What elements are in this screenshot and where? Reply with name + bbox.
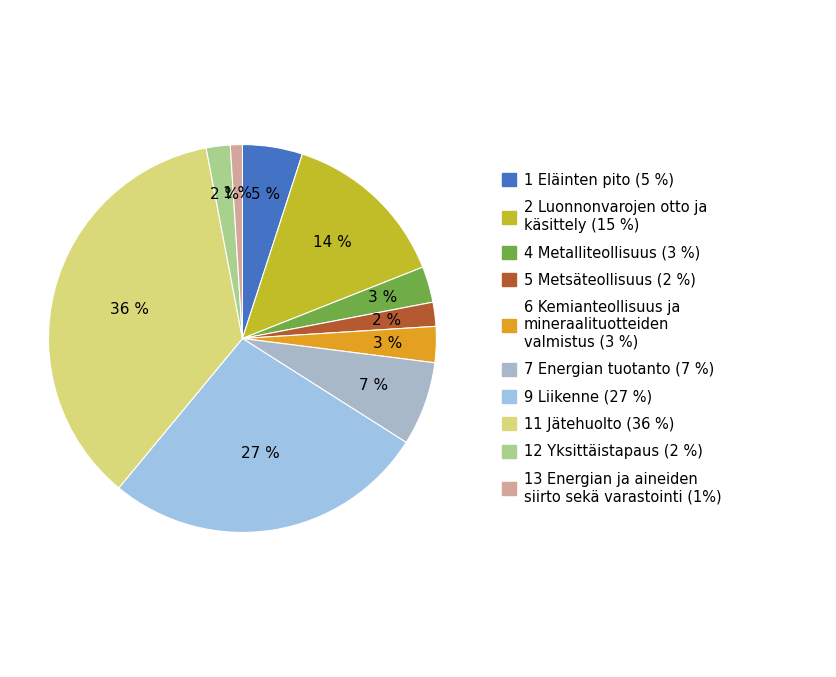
Wedge shape [242,145,303,338]
Text: 5 %: 5 % [251,188,280,202]
Text: 14 %: 14 % [314,235,352,250]
Text: 3 %: 3 % [368,290,397,305]
Text: 3 %: 3 % [373,336,402,351]
Wedge shape [242,326,436,363]
Text: 7 %: 7 % [359,378,389,393]
Legend: 1 Eläinten pito (5 %), 2 Luonnonvarojen otto ja
käsittely (15 %), 4 Metalliteoll: 1 Eläinten pito (5 %), 2 Luonnonvarojen … [502,173,721,504]
Text: 36 %: 36 % [110,302,149,317]
Text: 27 %: 27 % [242,446,280,461]
Wedge shape [230,145,242,338]
Wedge shape [242,302,436,338]
Wedge shape [242,338,435,443]
Text: 2 %: 2 % [372,313,401,328]
Text: 1 %: 1 % [223,185,252,200]
Wedge shape [242,267,433,338]
Wedge shape [48,148,242,488]
Wedge shape [206,145,242,338]
Text: 2 %: 2 % [210,187,239,202]
Wedge shape [242,154,423,338]
Wedge shape [119,338,406,532]
